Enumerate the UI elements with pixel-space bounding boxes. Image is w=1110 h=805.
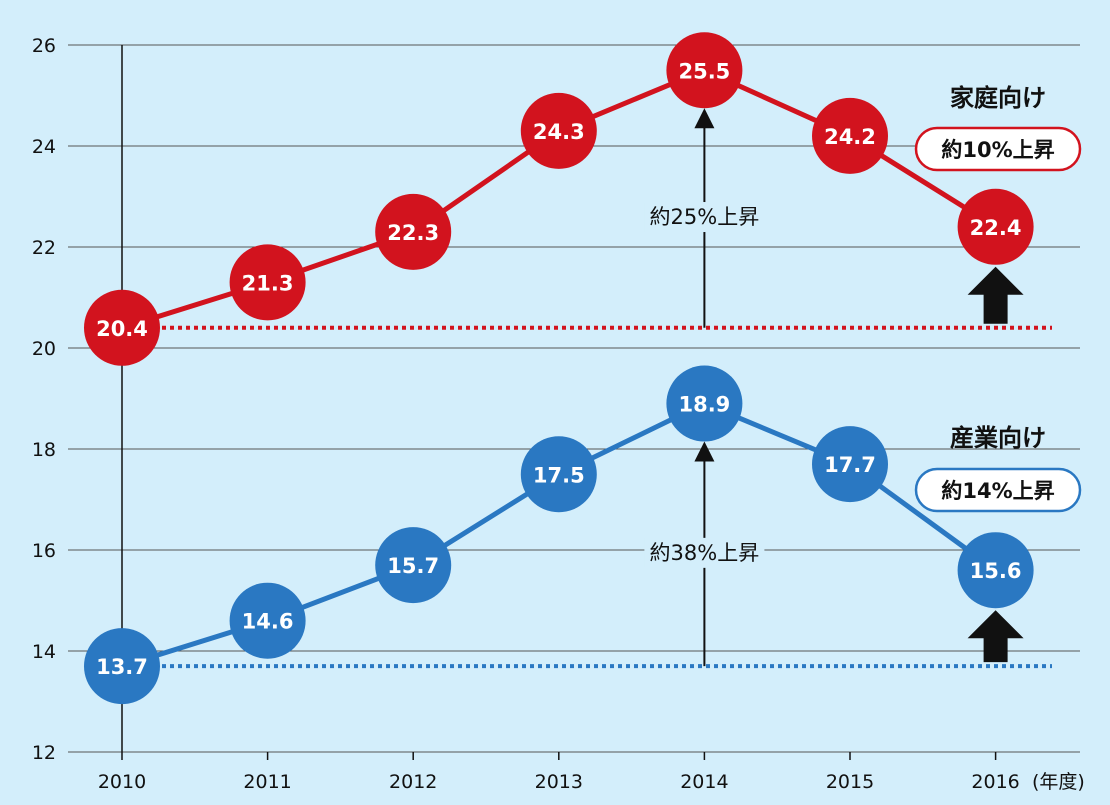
data-point bbox=[666, 365, 743, 442]
data-point bbox=[812, 97, 888, 174]
data-point bbox=[229, 582, 306, 659]
rise-arrow-head bbox=[694, 441, 715, 462]
data-label: 24.3 bbox=[533, 120, 585, 144]
final-block-arrow bbox=[967, 266, 1024, 324]
x-tick-label: 2015 bbox=[826, 771, 874, 793]
data-point bbox=[957, 532, 1034, 609]
data-point bbox=[666, 32, 743, 109]
data-label: 22.3 bbox=[387, 221, 439, 245]
rise-arrow-head bbox=[694, 108, 715, 129]
y-tick-label: 18 bbox=[32, 439, 56, 461]
data-label: 17.7 bbox=[824, 453, 876, 477]
data-label: 14.6 bbox=[242, 610, 294, 634]
y-tick-label: 12 bbox=[32, 742, 56, 764]
data-point bbox=[375, 193, 452, 270]
data-label: 22.4 bbox=[970, 216, 1022, 240]
final-block-arrow bbox=[967, 610, 1024, 663]
x-tick-label: 2010 bbox=[98, 771, 146, 793]
y-axis-ticks: 12 14 16 18 20 22 24 26 bbox=[32, 35, 56, 764]
data-point bbox=[520, 436, 597, 513]
data-point bbox=[229, 244, 306, 321]
data-label: 24.2 bbox=[824, 125, 876, 149]
x-axis-unit: (年度) bbox=[1032, 771, 1085, 793]
series-1: 20.4 21.3 22.3 24.3 25.5 24.2 22.4 bbox=[84, 32, 1034, 366]
rise-annotation: 約25%上昇 bbox=[650, 205, 760, 229]
data-label: 15.6 bbox=[970, 559, 1022, 583]
series-badge-label: 約14%上昇 bbox=[941, 479, 1054, 503]
data-label: 25.5 bbox=[678, 59, 730, 83]
data-point bbox=[84, 628, 160, 705]
data-label: 18.9 bbox=[678, 393, 730, 417]
data-point bbox=[520, 92, 597, 169]
series-badge bbox=[914, 467, 1082, 513]
series-badge-label: 約10%上昇 bbox=[941, 138, 1054, 162]
series-title: 家庭向け bbox=[950, 84, 1046, 112]
series-layer: 20.4 21.3 22.3 24.3 25.5 24.2 22.4 13.7 14.6 15.7… bbox=[84, 32, 1034, 705]
rise-annotation: 約38%上昇 bbox=[650, 541, 760, 565]
x-tick-label: 2011 bbox=[243, 771, 291, 793]
data-point bbox=[84, 289, 160, 366]
rise-label-background bbox=[644, 537, 765, 568]
y-tick-label: 16 bbox=[32, 540, 56, 562]
x-tick-label: 2012 bbox=[389, 771, 437, 793]
y-tick-label: 20 bbox=[32, 338, 56, 360]
y-tick-label: 24 bbox=[32, 136, 56, 158]
series-badge bbox=[914, 126, 1082, 172]
series-title: 産業向け bbox=[950, 424, 1046, 452]
rise-label-background bbox=[644, 202, 765, 233]
x-tick-label: 2013 bbox=[535, 771, 583, 793]
x-axis-ticks: 2010 2011 2012 2013 2014 2015 2016 bbox=[98, 752, 1020, 793]
series-2: 13.7 14.6 15.7 17.5 18.9 17.7 15.6 bbox=[84, 365, 1034, 705]
data-label: 21.3 bbox=[242, 271, 294, 295]
y-tick-label: 22 bbox=[32, 237, 56, 259]
x-tick-label: 2016 bbox=[971, 771, 1019, 793]
y-tick-label: 14 bbox=[32, 641, 56, 663]
y-tick-label: 26 bbox=[32, 35, 56, 57]
data-point bbox=[812, 426, 888, 503]
data-label: 13.7 bbox=[96, 655, 148, 679]
data-label: 20.4 bbox=[96, 317, 148, 341]
data-point bbox=[375, 527, 452, 604]
data-label: 15.7 bbox=[387, 554, 439, 578]
baseline-references bbox=[122, 325, 1052, 669]
x-tick-label: 2014 bbox=[680, 771, 728, 793]
data-point bbox=[957, 188, 1034, 265]
data-label: 17.5 bbox=[533, 463, 585, 487]
